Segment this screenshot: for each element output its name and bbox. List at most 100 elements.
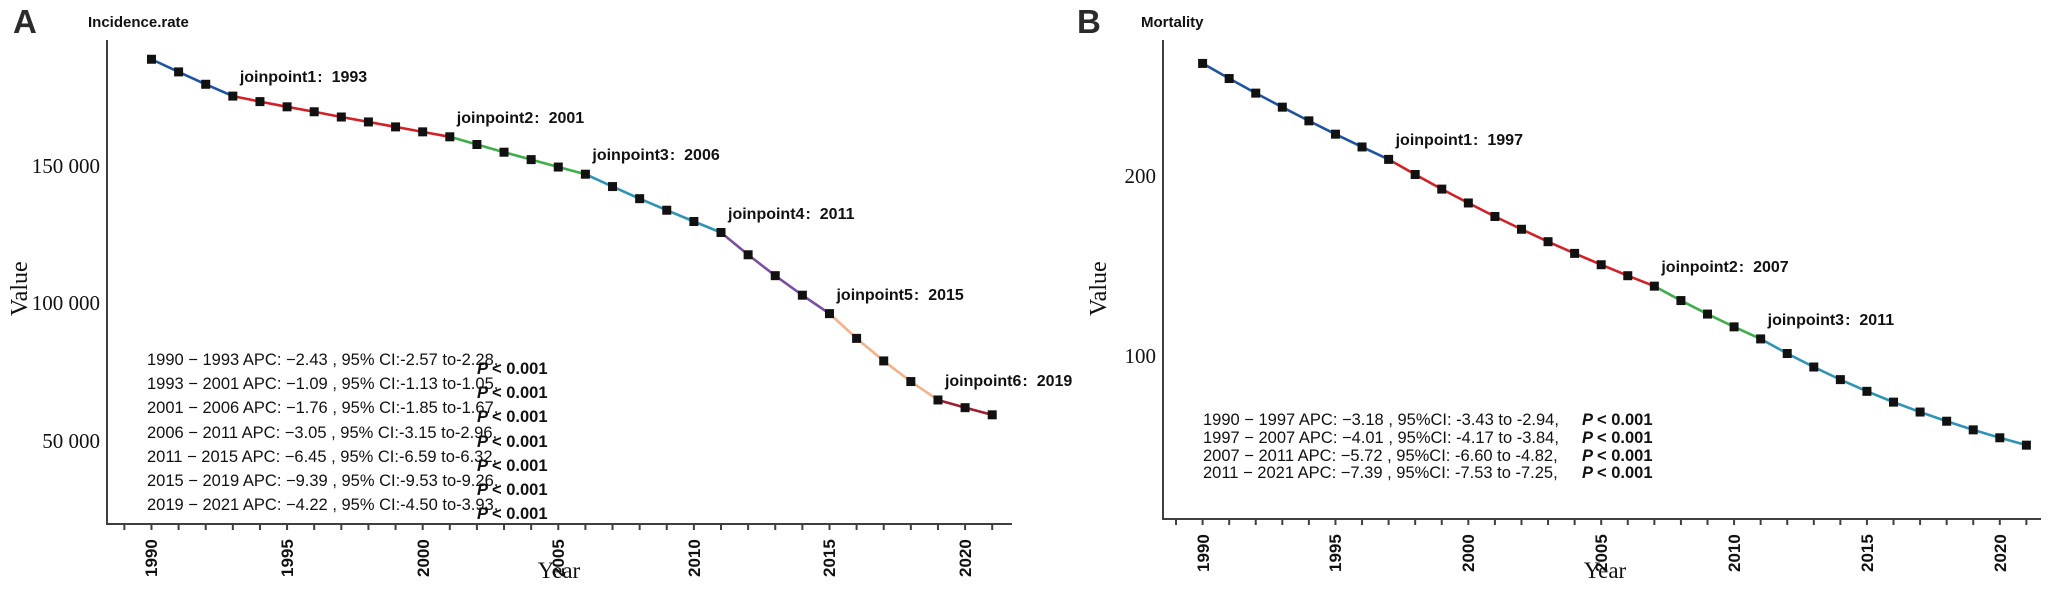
chart-title-incidence: Incidence.rate [88,14,189,31]
incidence-plot-area [106,40,1012,530]
y-tick-label: 150 000 [31,153,100,178]
x-tick-label: 2010 [684,539,704,577]
data-point [445,132,455,142]
data-point [1756,334,1766,344]
trend-segment [448,135,587,176]
trend-segment [1759,337,2028,447]
joinpoint-colon: : [669,147,676,165]
p-value: P < 0.001 [477,454,548,478]
data-point [580,169,590,179]
data-point [906,377,916,387]
joinpoint-label: joinpoint3:2011 [1768,312,1894,330]
apc-annotation-line: 2019 − 2021 APC: −4.22 , 95% CI:-4.50 to… [147,493,548,523]
y-tick-label: 50 000 [42,428,100,453]
data-point [987,410,997,420]
data-point [1596,260,1606,270]
p-threshold: < 0.001 [1597,428,1653,447]
apc-text: 1990 − 1997 APC: −3.18 , 95%CI: -3.43 to… [1203,411,1559,429]
apc-annotation-line: 2006 − 2011 APC: −3.05 , 95% CI:-3.15 to… [147,421,548,451]
data-point [1649,281,1659,291]
data-point [174,67,184,77]
data-point [363,117,373,127]
joinpoint-name: joinpoint1 [1395,132,1473,150]
p-value: P < 0.001 [477,430,548,454]
data-point [1463,198,1473,208]
data-point [282,102,292,112]
joinpoint-year: 2001 [548,109,585,127]
data-point [770,271,780,281]
p-threshold: < 0.001 [1597,411,1653,429]
x-axis-label: Year [537,558,581,583]
apc-annotation-line: 2015 − 2019 APC: −9.39 , 95% CI:-9.53 to… [147,469,548,499]
p-symbol: P [477,360,489,378]
p-value: P < 0.001 [477,357,548,381]
joinpoint-colon: : [534,109,540,127]
data-point [1543,237,1553,247]
data-point [1915,407,1925,417]
apc-text: 2015 − 2019 APC: −9.39 , 95% CI:-9.53 to… [147,471,499,490]
p-symbol: P [477,480,489,499]
p-threshold: < 0.001 [492,384,548,403]
data-point [418,127,428,137]
joinpoint-label: joinpoint5:2015 [836,287,963,305]
p-threshold: < 0.001 [492,505,548,524]
p-value: P < 0.001 [477,502,548,526]
joinpoint-name: joinpoint6 [944,372,1022,390]
data-point [1251,88,1261,98]
apc-annotation-line: 1997 − 2007 APC: −4.01 , 95%CI: -4.17 to… [1203,428,1653,448]
data-point [1516,224,1526,234]
joinpoint-name: joinpoint4 [728,205,805,223]
joinpoint-colon: : [317,69,323,87]
data-point [553,162,563,172]
mortality-plot-area [1162,40,2041,525]
data-point [526,155,536,165]
data-point [1437,184,1447,194]
apc-text: 2011 − 2015 APC: −6.45 , 95% CI:-6.59 to… [147,447,498,466]
p-threshold: < 0.001 [1597,464,1653,483]
apc-annotation-block: 1990 − 1993 APC: −2.43 , 95% CI:-2.57 to… [147,348,548,523]
x-tick-label: 2015 [820,539,840,577]
data-point [1995,433,2005,443]
joinpoint-label: joinpoint1:1993 [240,69,367,87]
data-point [1277,102,1287,112]
chart-title-mortality: Mortality [1141,14,1204,31]
panel-mortality: 200 100 1990 1995 2000 2005 2010 2015 2020 joinpo… [1027,0,2054,596]
data-point [201,79,211,89]
joinpoint-name: joinpoint2 [1661,259,1738,277]
data-point [1968,425,1978,435]
p-threshold: < 0.001 [492,360,548,378]
joinpoint-year: 1993 [331,69,368,87]
data-point [960,403,970,413]
p-symbol: P [477,456,489,475]
x-tick-label: 2015 [1857,534,1877,572]
data-point [1570,248,1580,258]
panel-incidence: 150 000 100 000 50 000 1990 1995 2000 2005 2010… [7,3,1072,583]
apc-text: 1990 − 1993 APC: −2.43 , 95% CI:-2.57 to… [147,351,499,369]
joinpoint-colon: : [913,286,920,304]
data-point [499,147,509,157]
data-point [1384,154,1394,164]
data-point [1623,271,1633,281]
x-axis-label: Year [1583,558,1627,583]
joinpoint-year: 1997 [1487,132,1523,150]
data-point [1410,170,1420,180]
y-axis-label: Value [7,261,33,316]
data-point [2021,440,2031,450]
p-symbol: P [477,505,489,524]
apc-annotation-line: 1990 − 1993 APC: −2.43 , 95% CI:-2.57 to… [147,348,548,378]
joinpoint-label: joinpoint4:2011 [728,206,854,224]
data-point [1304,116,1314,126]
x-tick-label: 1990 [1193,534,1213,572]
data-point [1809,362,1819,372]
p-symbol: P [477,432,489,451]
apc-text: 2011 − 2021 APC: −7.39 , 95%CI: -7.53 to… [1203,464,1558,483]
apc-annotation-line: 2001 − 2006 APC: −1.76 , 95% CI:-1.85 to… [147,396,548,426]
data-point [1942,416,1952,426]
p-value: P < 0.001 [477,478,548,502]
p-value: P < 0.001 [1582,411,1653,430]
joinpoint-colon: : [1738,259,1745,277]
x-tick-label: 2000 [1459,534,1479,572]
p-value: P < 0.001 [1582,447,1653,466]
data-point [933,395,943,405]
data-point [608,182,618,192]
